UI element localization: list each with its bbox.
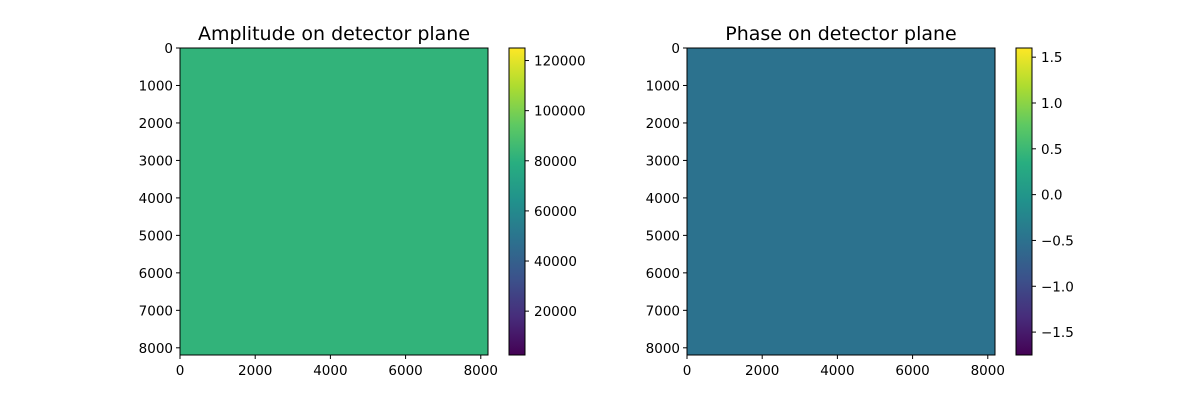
y-tick-label: 8000 [139,341,173,357]
phase-plot-frame [686,47,996,356]
x-tick-label: 6000 [388,363,422,379]
amplitude-y-axis: 0 1000 2000 3000 4000 5000 6000 7000 8000 [139,41,180,357]
x-tick-label: 4000 [820,363,854,379]
colorbar-tick-label: 1.0 [1041,96,1062,112]
phase-colorbar [1016,48,1032,355]
phase-y-axis: 0 1000 2000 3000 4000 5000 6000 7000 8000 [646,41,687,357]
x-tick-label: 0 [683,363,692,379]
y-tick-label: 3000 [646,153,680,169]
colorbar-tick-label: 0.0 [1041,188,1062,204]
colorbar-tick-label: −1.0 [1041,279,1074,295]
colorbar-tick-label: −1.5 [1041,325,1074,341]
x-tick-label: 8000 [971,363,1005,379]
amplitude-colorbar [509,48,525,355]
colorbar-tick-label: 1.5 [1041,50,1062,66]
phase-panel: Phase on detector plane 0 2000 4000 6000 800… [646,23,1074,379]
x-tick-label: 0 [176,363,185,379]
amplitude-heatmap-image [180,48,488,355]
x-tick-label: 2000 [745,363,779,379]
colorbar-tick-label: 0.5 [1041,142,1062,158]
amplitude-plot-frame [179,47,489,356]
colorbar-tick-label: 80000 [534,154,577,170]
x-tick-label: 8000 [464,363,498,379]
y-tick-label: 5000 [139,228,173,244]
phase-heatmap-image [687,48,995,355]
amplitude-x-axis: 0 2000 4000 6000 8000 [176,355,498,379]
y-tick-label: 4000 [646,191,680,207]
y-tick-label: 8000 [646,341,680,357]
amplitude-colorbar-frame [508,47,526,356]
x-tick-label: 2000 [238,363,272,379]
y-tick-label: 0 [164,41,173,57]
y-tick-label: 6000 [646,266,680,282]
y-tick-label: 3000 [139,153,173,169]
y-tick-label: 7000 [646,303,680,319]
phase-x-axis: 0 2000 4000 6000 8000 [683,355,1005,379]
colorbar-tick-label: 20000 [534,304,577,320]
colorbar-tick-label: 60000 [534,204,577,220]
colorbar-tick-label: 120000 [534,54,586,70]
y-tick-label: 0 [671,41,680,57]
amplitude-colorbar-axis: 20000 40000 60000 80000 100000 120000 [525,54,586,320]
amplitude-panel: Amplitude on detector plane 0 2000 4000 600… [139,23,586,379]
colorbar-tick-label: 100000 [534,104,586,120]
y-tick-label: 5000 [646,228,680,244]
colorbar-tick-label: −0.5 [1041,233,1074,249]
y-tick-label: 2000 [646,116,680,132]
y-tick-label: 7000 [139,303,173,319]
y-tick-label: 4000 [139,191,173,207]
phase-chart-title: Phase on detector plane [725,23,956,45]
y-tick-label: 1000 [139,78,173,94]
y-tick-label: 6000 [139,266,173,282]
y-tick-label: 1000 [646,78,680,94]
phase-colorbar-axis: −1.5 −1.0 −0.5 0.0 0.5 1.0 1.5 [1032,50,1074,341]
y-tick-label: 2000 [139,116,173,132]
x-tick-label: 6000 [895,363,929,379]
amplitude-chart-title: Amplitude on detector plane [198,23,470,45]
x-tick-label: 4000 [313,363,347,379]
phase-colorbar-frame [1015,47,1033,356]
colorbar-tick-label: 40000 [534,254,577,270]
